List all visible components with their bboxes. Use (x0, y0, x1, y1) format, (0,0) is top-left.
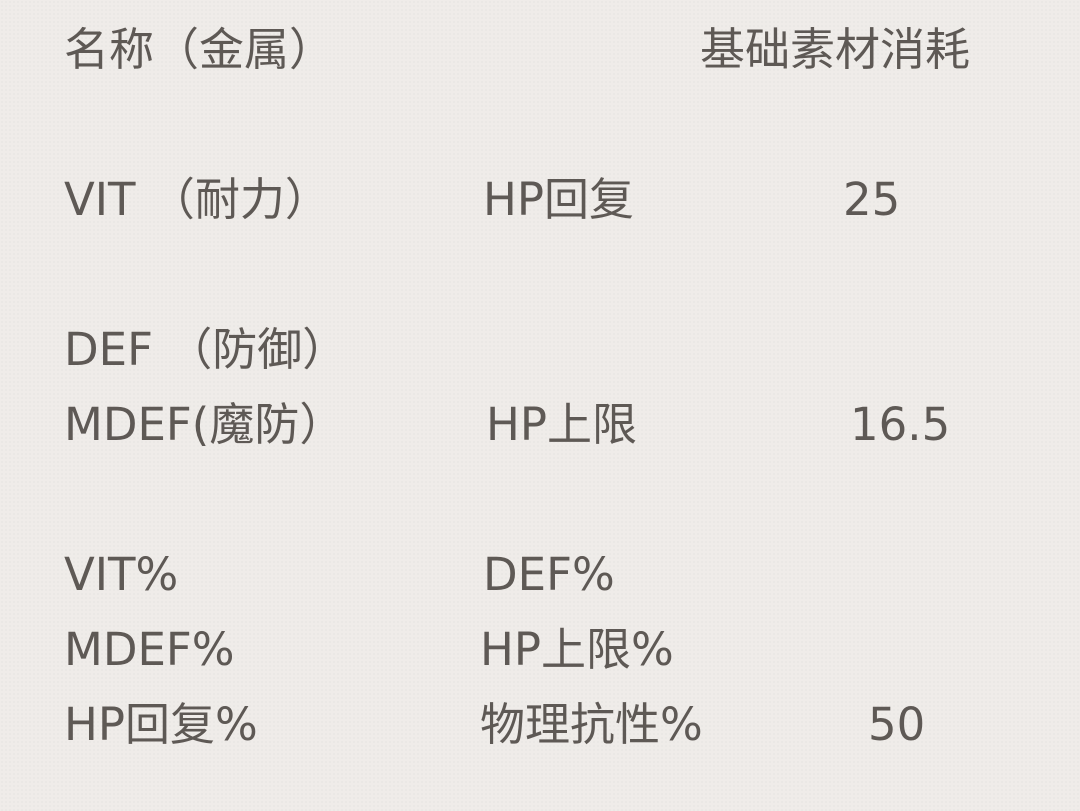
cost-value: 25 (843, 173, 901, 226)
effect-label: HP上限% (480, 623, 674, 676)
stat-label: VIT% (64, 548, 179, 601)
cost-header: 基础素材消耗 (700, 23, 971, 76)
effect-label: DEF% (483, 548, 615, 601)
effect-label: HP上限 (486, 398, 637, 451)
effect-label: 物理抗性% (480, 698, 703, 751)
stat-label: MDEF% (64, 623, 235, 676)
stat-label: VIT （耐力） (64, 173, 330, 226)
name-header: 名称（金属） (64, 23, 335, 76)
stat-label: MDEF(魔防） (64, 398, 345, 451)
stat-label: DEF （防御） (64, 323, 348, 376)
stat-label: HP回复% (64, 698, 258, 751)
cost-value: 50 (868, 698, 926, 751)
cost-value: 16.5 (850, 398, 951, 451)
effect-label: HP回复 (483, 173, 634, 226)
